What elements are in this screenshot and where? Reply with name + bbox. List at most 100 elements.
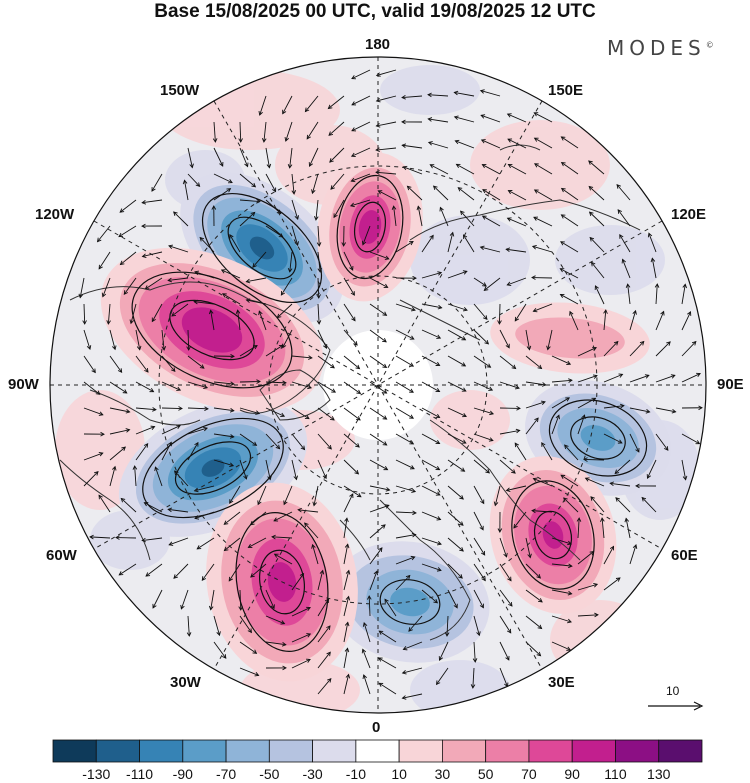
wind-vector-head — [410, 465, 415, 470]
wind-vector-head — [462, 234, 468, 240]
wind-vector-head — [609, 481, 615, 487]
wind-vector-head — [567, 618, 572, 624]
wind-vector-head — [254, 672, 260, 677]
wind-vector-head — [671, 408, 677, 414]
wind-vector-head — [497, 320, 502, 325]
wind-vector-head — [278, 233, 284, 238]
wind-vector-head — [271, 187, 277, 193]
wind-vector-head — [382, 441, 388, 446]
wind-vector — [317, 303, 320, 324]
wind-vector-head — [462, 270, 468, 275]
wind-vector-head — [560, 214, 566, 219]
wind-vector — [194, 485, 215, 492]
wind-vector-head — [98, 264, 103, 270]
wind-vector — [343, 433, 360, 448]
wind-vector — [109, 466, 116, 487]
wind-vector-head — [194, 441, 199, 447]
wind-vector — [629, 544, 637, 565]
wind-vector — [551, 641, 571, 651]
wind-vector-head — [273, 517, 279, 522]
wind-vector — [343, 407, 361, 421]
wind-vector — [395, 511, 416, 514]
wind-vector — [560, 268, 579, 279]
brand-mark: © — [705, 40, 714, 50]
wind-vector — [83, 471, 99, 487]
wind-vector — [317, 355, 335, 369]
wind-vector-head — [219, 161, 224, 167]
wind-vector — [588, 186, 605, 201]
wind-vector-head — [378, 682, 384, 687]
wind-vector-head — [566, 360, 572, 365]
wind-vector-head — [344, 621, 350, 627]
wind-vector — [369, 571, 378, 591]
wind-vector-head — [432, 185, 438, 191]
wind-vector — [265, 407, 285, 417]
wind-vector — [614, 459, 631, 474]
wind-vector — [421, 381, 440, 392]
wind-vector-head — [514, 316, 519, 322]
wind-vector — [499, 589, 513, 607]
wind-vector-head — [304, 107, 310, 113]
wind-vector — [376, 171, 397, 175]
wind-vector — [274, 553, 293, 565]
wind-vector-head — [533, 137, 539, 142]
wind-vector-head — [361, 648, 367, 654]
wind-vector-head — [533, 189, 539, 194]
wind-vector-head — [327, 104, 333, 110]
wind-vector-head — [170, 367, 176, 373]
wind-vector — [369, 504, 389, 513]
wind-vector-head — [354, 469, 360, 475]
wind-vector — [447, 485, 464, 500]
wind-vector — [309, 147, 319, 167]
wind-vector — [376, 121, 397, 127]
wind-vector-head — [569, 310, 574, 316]
wind-vector-head — [507, 576, 512, 582]
wind-vector — [229, 234, 241, 253]
wind-vector — [525, 401, 546, 409]
wind-vector — [343, 622, 349, 643]
wind-vector — [239, 147, 249, 167]
wind-vector — [187, 442, 199, 461]
colorbar-swatch — [182, 739, 227, 763]
wind-vector — [83, 452, 103, 461]
wind-vector — [333, 199, 345, 218]
wind-vector — [362, 649, 371, 669]
wind-vector — [135, 381, 154, 393]
wind-vector-head — [330, 363, 335, 369]
wind-vector — [107, 303, 111, 324]
wind-vector — [595, 285, 605, 305]
wind-vector-head — [537, 624, 543, 630]
colorbar-swatch — [398, 739, 443, 763]
wind-vector-head — [513, 523, 518, 529]
wind-vector — [317, 225, 320, 246]
wind-vector — [534, 137, 553, 149]
wind-vector — [473, 303, 488, 320]
wind-vector-head — [117, 368, 123, 374]
wind-vector — [285, 121, 293, 142]
wind-vector — [184, 180, 189, 201]
colorbar-swatch — [658, 739, 703, 763]
wind-vector — [480, 114, 501, 123]
wind-vector — [561, 136, 579, 149]
wind-vector — [291, 633, 311, 643]
wind-vector — [194, 271, 215, 279]
wind-vector-head — [119, 208, 125, 213]
lon-label-180: 180 — [365, 36, 391, 53]
wind-vector-head — [505, 487, 511, 492]
wind-vector — [473, 329, 489, 345]
wind-vector-head — [453, 115, 459, 120]
wind-vector — [564, 444, 579, 461]
wind-vector — [161, 355, 176, 372]
wind-vector — [603, 341, 619, 357]
wind-vector — [152, 589, 163, 609]
wind-vector — [681, 341, 697, 357]
wind-vector-head — [405, 574, 411, 580]
wind-vector — [239, 173, 256, 188]
wind-vector — [265, 173, 276, 192]
wind-vector-head — [682, 475, 688, 481]
wind-vector — [118, 563, 137, 576]
wind-vector — [161, 425, 181, 435]
wind-vector-head — [534, 417, 539, 423]
wind-vector — [272, 536, 293, 539]
wind-vector — [239, 345, 258, 357]
